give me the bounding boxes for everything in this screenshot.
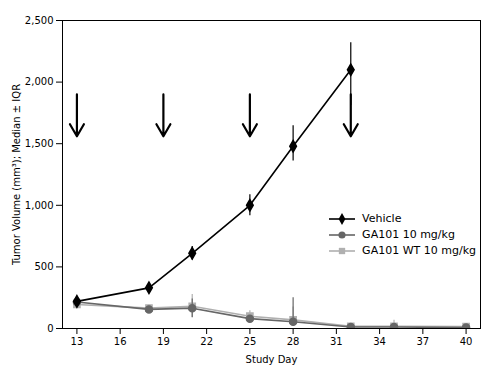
svg-text:500: 500 — [34, 261, 53, 272]
svg-text:40: 40 — [460, 336, 473, 347]
svg-text:1,000: 1,000 — [25, 200, 54, 211]
svg-text:0: 0 — [47, 323, 53, 334]
svg-text:1,500: 1,500 — [25, 138, 54, 149]
svg-text:25: 25 — [244, 336, 257, 347]
svg-text:2,000: 2,000 — [25, 76, 54, 87]
svg-text:Study Day: Study Day — [246, 354, 298, 365]
svg-text:28: 28 — [287, 336, 300, 347]
svg-text:13: 13 — [71, 336, 84, 347]
svg-text:31: 31 — [330, 336, 343, 347]
html-text:GA101 WT 10 mg/kg: GA101 WT 10 mg/kg — [362, 244, 476, 257]
svg-text:2,500: 2,500 — [25, 15, 54, 26]
svg-text:37: 37 — [416, 336, 429, 347]
svg-text:22: 22 — [200, 336, 213, 347]
svg-text:Tumor Volume (mm³); Median ± I: Tumor Volume (mm³); Median ± IQR — [11, 84, 22, 266]
html-text:GA101 10 mg/kg: GA101 10 mg/kg — [362, 228, 455, 241]
html-text:Vehicle: Vehicle — [362, 212, 402, 225]
svg-text:34: 34 — [373, 336, 386, 347]
svg-text:19: 19 — [157, 336, 170, 347]
svg-text:16: 16 — [114, 336, 127, 347]
